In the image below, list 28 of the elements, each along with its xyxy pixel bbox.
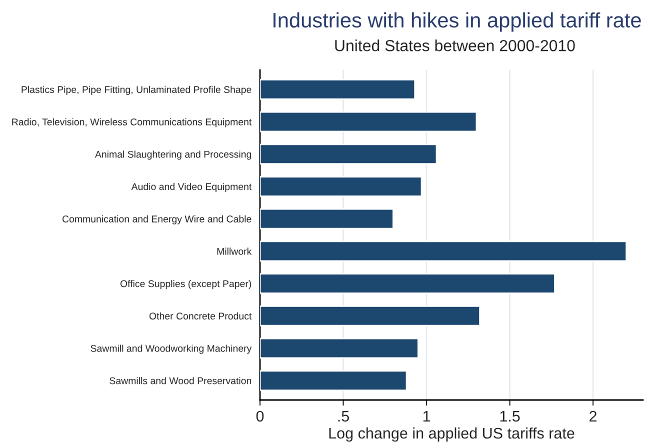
bar xyxy=(260,111,478,132)
x-tick-label: 2 xyxy=(590,410,597,422)
x-tick-label: .5 xyxy=(338,410,349,422)
y-tick-label: Animal Slaughtering and Processing xyxy=(94,150,252,160)
bar xyxy=(260,208,394,230)
x-axis-title: Log change in applied US tariffs rate xyxy=(329,427,574,442)
bar xyxy=(260,79,416,100)
bar xyxy=(260,370,408,391)
bar xyxy=(260,176,422,197)
bar xyxy=(260,338,419,359)
y-tick-label: Sawmills and Wood Preservation xyxy=(110,377,252,384)
y-tick-label: Plastics Pipe, Pipe Fitting, Unlaminated Profile Shape xyxy=(22,86,252,95)
bar xyxy=(260,144,438,165)
y-tick-label: Office Supplies (except Paper) xyxy=(120,280,252,290)
x-tick-label: 1 xyxy=(423,410,430,422)
chart-subtitle: United States between 2000-2010 xyxy=(335,40,575,52)
bar xyxy=(260,305,481,326)
y-tick-label: Communication and Energy Wire and Cable xyxy=(62,215,252,224)
y-tick-label: Other Concrete Product xyxy=(149,312,252,320)
y-tick-label: Sawmill and Woodworking Machinery xyxy=(90,344,252,354)
y-tick-label: Radio, Television, Wireless Communications Equipment xyxy=(12,118,252,128)
bar xyxy=(260,273,556,294)
bar xyxy=(260,240,628,262)
y-tick-label: Millwork xyxy=(217,248,252,255)
x-tick-label: 0 xyxy=(256,410,264,422)
chart-title: Industries with hikes in applied tariff rate xyxy=(274,12,641,32)
x-tick-label: 1.5 xyxy=(500,410,520,422)
y-tick-label: Audio and Video Equipment xyxy=(131,182,252,192)
